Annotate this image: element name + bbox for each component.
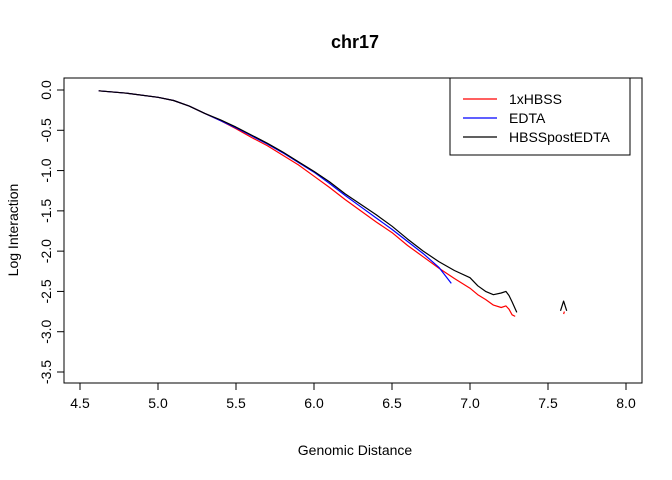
x-tick-label: 6.0 bbox=[304, 395, 324, 411]
y-tick-label: 0.0 bbox=[38, 80, 54, 100]
x-tick-label: 7.5 bbox=[538, 395, 558, 411]
plot-lines bbox=[98, 90, 568, 317]
x-tick-label: 7.0 bbox=[460, 395, 480, 411]
legend-label: HBSSpostEDTA bbox=[509, 129, 611, 145]
x-axis-title: Genomic Distance bbox=[298, 442, 413, 458]
y-tick-label: -3.5 bbox=[38, 360, 54, 384]
legend-box bbox=[449, 77, 631, 156]
y-tick-label: -1.0 bbox=[38, 158, 54, 182]
x-tick-label: 8.0 bbox=[616, 395, 636, 411]
y-tick-label: -2.0 bbox=[38, 239, 54, 263]
legend-label: 1xHBSS bbox=[509, 91, 562, 107]
series-line-hbsspostedta bbox=[98, 90, 518, 313]
legend: 1xHBSS EDTA HBSSpostEDTA bbox=[449, 77, 631, 156]
legend-label: EDTA bbox=[509, 110, 546, 126]
series-line-1xhbss bbox=[563, 311, 565, 315]
y-axis: 0.0 -0.5 -1.0 -1.5 -2.0 -2.5 -3.0 -3.5 bbox=[38, 80, 65, 384]
y-axis-title: Log Interaction bbox=[5, 184, 21, 277]
x-axis: 4.5 5.0 5.5 6.0 6.5 7.0 7.5 8.0 bbox=[70, 382, 636, 411]
y-tick-label: -2.5 bbox=[38, 279, 54, 303]
series-line-hbsspostedta bbox=[559, 300, 568, 311]
y-tick-label: -1.5 bbox=[38, 199, 54, 223]
chart-title: chr17 bbox=[331, 32, 379, 52]
y-tick-label: -0.5 bbox=[38, 118, 54, 142]
series-line-edta bbox=[98, 90, 452, 284]
x-tick-label: 4.5 bbox=[70, 395, 90, 411]
x-tick-label: 5.0 bbox=[148, 395, 168, 411]
x-tick-label: 5.5 bbox=[226, 395, 246, 411]
y-tick-label: -3.0 bbox=[38, 319, 54, 343]
x-tick-label: 6.5 bbox=[382, 395, 402, 411]
